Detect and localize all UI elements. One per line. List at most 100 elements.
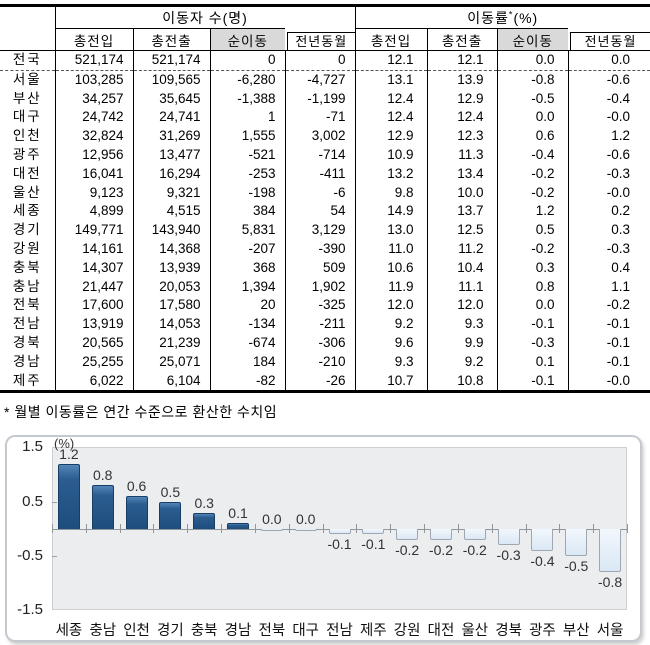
group-header-rate: 이동률*(%) [354,5,650,29]
category-tick [424,523,426,533]
table-row: 제주 6,022 6,104 -82 -26 10.7 10.8 -0.1 -0.0 [0,371,650,392]
value-cell: 13.1 [354,70,427,90]
value-cell: 14,307 [54,258,133,278]
region-cell: 경남 [0,352,56,372]
value-cell: 10.8 [426,371,497,392]
table-row: 서울 103,285 109,565 -6,280 -4,727 13.1 13.9 -0.8… [0,70,650,90]
value-cell: -0.2 [567,296,650,316]
negative-bar [362,528,385,535]
value-cell: -0.1 [567,333,650,353]
category-tick [356,523,358,533]
value-cell: 6,104 [132,371,210,392]
zero-bar [294,528,317,531]
region-cell: 세종 [0,202,56,222]
table-row: 전남 13,919 14,053 -134 -211 9.2 9.3 -0.1 -0.1 [0,315,650,334]
x-axis-category-label: 충남 [89,623,117,640]
value-cell: -134 [209,315,285,334]
value-cell: 12.4 [426,108,497,128]
prev-year-box: 전년동월 [287,31,355,50]
col-header-prev-year: 전년동월 [285,28,355,51]
value-cell: -0.3 [496,333,568,353]
region-cell: 제주 [0,371,56,392]
value-cell: 11.1 [426,277,497,297]
value-cell: -0.0 [567,108,650,128]
region-cell: 대전 [0,164,56,184]
value-cell: -210 [284,352,355,372]
value-cell: -0.1 [496,315,568,334]
value-cell: -306 [284,333,355,353]
table-row: 경기 149,771 143,940 5,831 3,129 13.0 12.5 0.5 0.3 [0,221,650,240]
prev-year-label: 전년동월 [295,33,348,49]
value-cell: 24,741 [132,108,210,128]
value-cell: 0.1 [496,352,568,372]
value-cell: 3,129 [284,221,355,240]
unit-label: (%) [54,436,75,452]
value-cell: 13,919 [54,315,133,334]
negative-bar [565,528,588,556]
region-column-header [0,5,56,51]
col-header-total-out: 총전출 [132,28,210,51]
region-cell: 강원 [0,239,56,259]
category-tick [119,523,121,533]
value-cell: 16,041 [54,164,133,184]
value-cell: 12.0 [426,296,497,316]
zero-bar [260,528,283,531]
net-migration-chart: 1.5 0.5 -0.5 -1.5 1.2 세종 0.8 충남 0.6 인천 0.5 경기 0.3 충북 0… [5,435,642,643]
value-cell: -253 [209,164,285,184]
value-cell: 9.6 [354,333,427,353]
value-cell: -0.1 [567,352,650,372]
negative-bar [531,528,554,551]
bar-value-label: 0.6 [126,478,147,495]
positive-bar [193,512,216,529]
value-cell: 20 [209,296,285,316]
value-cell: -0.0 [567,183,650,203]
table-body: 전국 521,174 521,174 0 0 12.1 12.1 0.0 0.0 서울 103,28… [0,50,650,392]
value-cell: -0.4 [567,89,650,109]
value-cell: -411 [284,164,355,184]
value-cell: -0.0 [567,371,650,392]
value-cell: -0.8 [496,70,568,90]
value-cell: 12.4 [354,89,427,109]
region-cell: 서울 [0,70,56,90]
col-header-prev-year-rate: 전년동월 [568,28,650,51]
value-cell: -0.6 [567,70,650,90]
value-cell: 12.0 [354,296,427,316]
table-row: 경북 20,565 21,239 -674 -306 9.6 9.9 -0.3 -0.1 [0,333,650,353]
positive-bar [227,523,250,529]
value-cell: 1,555 [209,127,285,146]
value-cell: 54 [284,202,355,222]
sub-header-row: 총전입 총전출 순이동 전년동월 총전입 총전출 순이동 전년동월 [0,28,650,51]
category-tick [525,523,527,533]
value-cell: 13.2 [354,164,427,184]
value-cell: -6 [284,183,355,203]
category-tick [153,523,155,533]
region-cell: 전북 [0,296,56,316]
table-row: 울산 9,123 9,321 -198 -6 9.8 10.0 -0.2 -0.0 [0,183,650,203]
value-cell: 10.6 [354,258,427,278]
value-cell: 521,174 [54,50,133,71]
bar-value-label: 0.3 [194,494,214,511]
table-row: 강원 14,161 14,368 -207 -390 11.0 11.2 -0.2 -0.3 [0,239,650,259]
y-axis-tick-label: 0.5 [22,492,43,510]
value-cell: 13,477 [132,145,210,165]
category-tick [187,523,189,533]
value-cell: -211 [284,315,355,334]
value-cell: 13.7 [426,202,497,222]
value-cell: 13.9 [426,70,497,90]
prev-year-rate-label: 전년동월 [584,33,637,49]
table-row: 대구 24,742 24,741 1 -71 12.4 12.4 0.0 -0.0 [0,108,650,128]
value-cell: 9,123 [54,183,133,203]
x-axis-category-label: 경남 [224,623,252,640]
category-tick [221,523,223,533]
value-cell: 12.3 [426,127,497,146]
value-cell: 6,022 [54,371,133,392]
bar-value-label: -0.2 [462,541,487,558]
region-cell: 경북 [0,333,56,353]
bar-value-label: -0.5 [564,558,589,574]
value-cell: 12.9 [426,89,497,109]
value-cell: 0.0 [567,50,650,71]
value-cell: 509 [284,258,355,278]
value-cell: 21,447 [54,277,133,297]
prev-year-rate-box: 전년동월 [570,31,650,50]
